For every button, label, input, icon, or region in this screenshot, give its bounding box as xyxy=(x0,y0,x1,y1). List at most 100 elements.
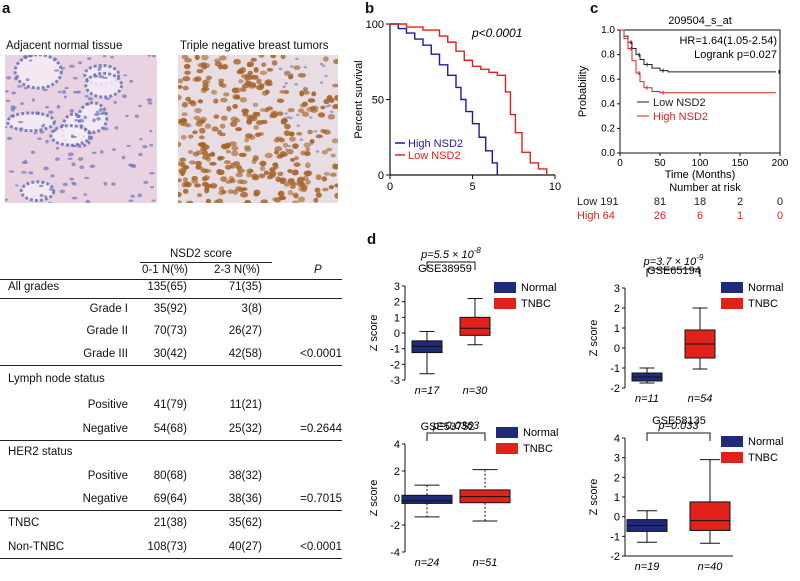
tumor-nucleus xyxy=(227,189,234,194)
normal-nucleus xyxy=(22,55,28,59)
table-row: Lymph node status xyxy=(0,373,342,389)
legend-swatch xyxy=(494,298,516,309)
tumor-nucleus xyxy=(236,69,245,75)
tumor-nucleus xyxy=(244,200,250,203)
cell-score-2-3: 3(8) xyxy=(241,303,262,315)
risk-value: 81 xyxy=(654,196,666,208)
normal-nucleus xyxy=(143,180,149,184)
y-tick-label: 0.2 xyxy=(601,123,615,134)
tumor-nucleus xyxy=(236,179,244,185)
cell-p-value: =0.2644 xyxy=(300,423,342,435)
tumor-nucleus xyxy=(195,160,202,166)
stroma-nucleus xyxy=(294,83,299,86)
table-row: Negative 69(64) 38(36) =0.7015 xyxy=(0,493,342,509)
normal-nucleus xyxy=(45,139,49,144)
tumor-nucleus xyxy=(231,87,239,94)
normal-nucleus xyxy=(126,144,132,147)
group-n-label: n=40 xyxy=(698,561,724,573)
normal-nucleus xyxy=(13,77,18,81)
normal-nucleus xyxy=(15,184,19,187)
normal-nucleus xyxy=(102,76,108,79)
tumor-nucleus xyxy=(235,127,243,132)
tumor-nucleus xyxy=(279,90,287,94)
tumor-nucleus xyxy=(181,164,189,170)
tumor-nucleus xyxy=(201,79,208,85)
tumor-nucleus xyxy=(201,150,208,156)
tumor-nucleus xyxy=(178,85,183,89)
tumor-nucleus xyxy=(209,183,218,189)
tumor-nucleus xyxy=(182,76,191,82)
normal-nucleus xyxy=(48,201,52,203)
tumor-nucleus xyxy=(180,134,187,140)
tumor-nucleus xyxy=(276,98,285,103)
stroma-nucleus xyxy=(310,142,314,145)
survival-curve-high xyxy=(390,23,498,175)
tumor-nucleus xyxy=(321,149,328,155)
normal-nucleus xyxy=(86,102,90,106)
p-value-label: p=0.033 xyxy=(657,420,699,432)
tumor-nucleus xyxy=(179,120,187,126)
y-tick-label: 0.4 xyxy=(601,99,615,110)
normal-nucleus xyxy=(42,88,48,92)
tumor-nucleus xyxy=(264,152,273,159)
tumor-nucleus xyxy=(182,177,188,183)
normal-nucleus xyxy=(139,137,143,141)
tumor-nucleus xyxy=(293,156,299,161)
tumor-nucleus xyxy=(279,195,286,200)
boxplot-gse53752: GSE53752 -4 -2 0 2 4 Z score n=24 n=51 p=0.0363 No… xyxy=(370,420,558,569)
normal-nucleus xyxy=(142,144,148,149)
tumor-nucleus xyxy=(189,160,196,165)
tumor-nucleus xyxy=(261,62,267,67)
tumor-nucleus xyxy=(196,193,203,198)
legend-label: High NSD2 xyxy=(408,138,463,150)
normal-duct xyxy=(19,180,56,202)
tumor-nucleus xyxy=(178,94,182,101)
tumor-nucleus xyxy=(258,173,266,179)
y-tick-label: 100 xyxy=(366,19,384,31)
tumor-nucleus xyxy=(205,198,212,203)
table-row: Grade I 35(92) 3(8) xyxy=(0,303,342,319)
tumor-nucleus xyxy=(194,107,202,114)
risk-value: 26 xyxy=(654,210,666,222)
tumor-nucleus xyxy=(323,129,331,135)
normal-nucleus xyxy=(103,181,108,186)
normal-nucleus xyxy=(149,143,154,147)
tumor-nucleus xyxy=(178,191,182,198)
tumor-nucleus xyxy=(289,136,296,142)
risk-value: 2 xyxy=(737,196,743,208)
tumor-nucleus xyxy=(181,112,188,117)
logrank-p: Logrank p=0.027 xyxy=(694,49,777,61)
risk-header: Number at risk xyxy=(669,182,741,194)
x-tick-label: 50 xyxy=(654,158,666,169)
significance-bracket xyxy=(426,261,476,270)
tumor-nucleus xyxy=(228,175,235,182)
stroma-nucleus xyxy=(303,88,308,91)
stroma-nucleus xyxy=(296,124,301,127)
tumor-nucleus xyxy=(275,176,282,183)
normal-nucleus xyxy=(74,119,79,122)
boxplot-gse58135: GSE58135 -2 -1 0 1 2 3 4 Z score n=19 n=40 p=0.033 N… xyxy=(588,415,783,573)
tumor-nucleus xyxy=(334,95,338,101)
tumor-nucleus xyxy=(192,130,198,135)
y-tick-label: 0 xyxy=(394,328,400,340)
row-label: All grades xyxy=(8,281,60,293)
tumor-nucleus xyxy=(238,79,244,84)
tumor-nucleus xyxy=(240,191,249,198)
y-tick-label: 0.0 xyxy=(601,148,615,159)
tumor-nucleus xyxy=(213,114,220,120)
tumor-nucleus xyxy=(223,160,231,165)
tumor-nucleus xyxy=(333,163,338,170)
tumor-nucleus xyxy=(296,131,303,136)
y-tick-label: 1.0 xyxy=(601,25,615,36)
y-tick-label: 1 xyxy=(614,492,620,504)
tumor-nucleus xyxy=(220,176,228,182)
tumor-nucleus xyxy=(330,172,337,177)
tumor-nucleus xyxy=(303,170,312,177)
row-label: Grade I xyxy=(89,303,128,315)
row-label: TNBC xyxy=(8,517,40,529)
row-label: Negative xyxy=(82,493,128,505)
y-axis-label: Z score xyxy=(588,479,600,516)
cell-p-value: <0.0001 xyxy=(300,541,342,553)
tumor-nucleus xyxy=(251,175,260,181)
tumor-nucleus xyxy=(178,178,182,183)
